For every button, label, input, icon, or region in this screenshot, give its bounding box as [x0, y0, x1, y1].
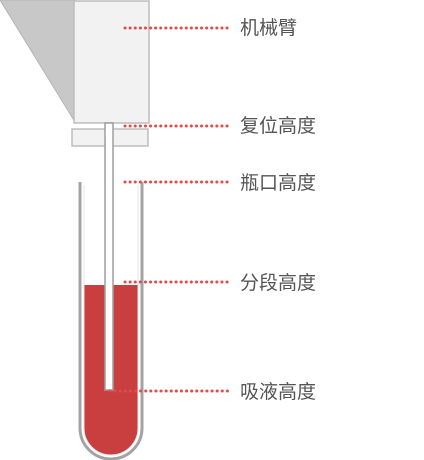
label-robot-arm: 机械臂 [240, 17, 298, 39]
label-bottle-mouth-height: 瓶口高度 [240, 172, 317, 194]
pipette-probe [104, 122, 114, 391]
label-reset-height: 复位高度 [240, 115, 317, 137]
test-tube [78, 182, 144, 460]
arm-support-wedge [0, 0, 76, 124]
test-tube-inner-wall [83, 185, 139, 456]
label-segment-height: 分段高度 [240, 272, 317, 294]
robot-arm-block [73, 0, 150, 124]
label-aspirate-height: 吸液高度 [240, 381, 317, 403]
